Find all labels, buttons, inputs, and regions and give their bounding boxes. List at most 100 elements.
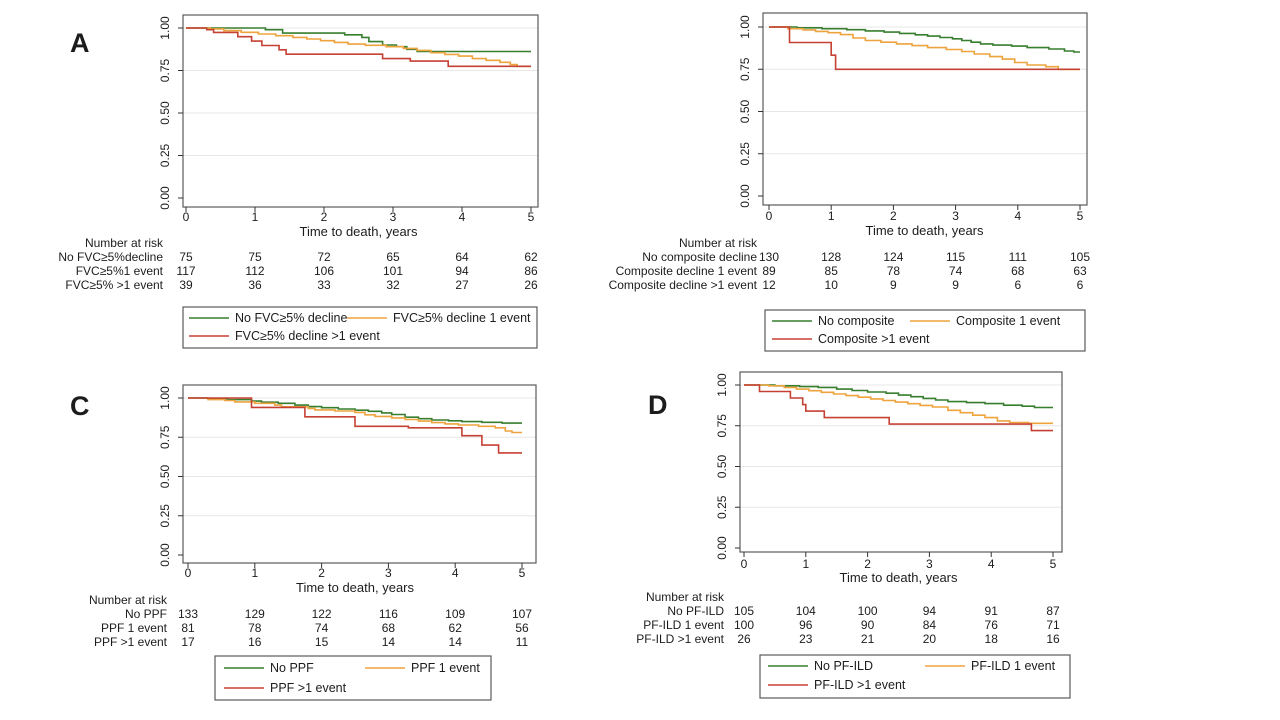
panel-c-letter: C (70, 391, 90, 421)
panel-c-risk-value-1-1: 78 (248, 621, 262, 635)
panel-b-risk-value-0-2: 124 (883, 250, 903, 264)
panel-d-ytick-label: 1.00 (715, 373, 729, 397)
panel-c-legend-label-2: PPF >1 event (270, 681, 347, 695)
panel-b-risk-value-0-4: 111 (1009, 250, 1028, 264)
panel-c-risk-value-1-2: 74 (315, 621, 329, 635)
panel-c-legend-label-1: PPF 1 event (411, 661, 480, 675)
panel-d-risk-value-2-5: 16 (1046, 632, 1060, 646)
panel-b-curve-1 (769, 26, 1080, 71)
panel-b-legend-box (764, 309, 1086, 352)
panel-c-risk-header: Number at risk (89, 593, 168, 607)
panel-c-xtick-label: 3 (385, 566, 392, 580)
panel-b-curve-0 (769, 26, 1080, 53)
panel-c-curve-0 (188, 397, 522, 424)
panel-b-xtick-label: 0 (766, 209, 773, 223)
panel-c-risk-row-label-0: No PPF (125, 607, 167, 621)
panel-a-legend-label-1: FVC≥5% decline 1 event (393, 311, 531, 325)
panel-a-xtick-label: 3 (390, 210, 397, 224)
panel-c-risk-value-1-3: 68 (382, 621, 396, 635)
panel-a-xtick-label: 1 (252, 210, 259, 224)
panel-b-risk-value-0-3: 115 (946, 250, 965, 264)
panel-d-xtick-label: 4 (988, 557, 995, 571)
panel-d-ytick-label: 0.25 (715, 495, 729, 519)
panel-d-plot-box (739, 371, 1063, 553)
panel-b-risk-value-2-3: 9 (952, 278, 959, 292)
panel-c-xtick-label: 1 (251, 566, 258, 580)
panel-a-xtick-label: 4 (459, 210, 466, 224)
panel-a: 0.00 0.25 0.50 0.75 1.00 0 1 2 3 4 5 Time to death,… (58, 14, 539, 349)
panel-d-risk-row-label-0: No PF-ILD (667, 604, 724, 618)
panel-c-risk-value-2-2: 15 (315, 635, 329, 649)
panel-c-risk-value-0-2: 122 (312, 607, 332, 621)
panel-a-risk-value-1-3: 101 (383, 264, 403, 278)
panel-a-curve-0 (186, 27, 531, 53)
panel-d-xtick-label: 2 (864, 557, 871, 571)
panel-a-risk-value-1-0: 117 (176, 264, 195, 278)
panel-b-xaxis-title: Time to death, years (865, 223, 984, 238)
panel-d-risk-value-0-3: 94 (923, 604, 937, 618)
panel-a-ytick-label: 0.25 (158, 143, 172, 167)
panel-d-xtick-label: 1 (802, 557, 809, 571)
panel-c: 0.00 0.25 0.50 0.75 1.00 0 1 2 3 4 5 Time to death,… (70, 384, 537, 701)
panel-b-risk-value-1-0: 89 (762, 264, 776, 278)
panel-d-risk-value-0-0: 105 (734, 604, 754, 618)
panel-a-risk-value-2-3: 32 (386, 278, 400, 292)
panel-a-risk-value-1-1: 112 (245, 264, 264, 278)
panel-c-risk-value-2-5: 11 (516, 635, 529, 649)
panel-c-curve-2 (188, 397, 522, 454)
panel-b-risk-row-label-2: Composite decline >1 event (609, 278, 758, 292)
panel-d-risk-value-0-1: 104 (796, 604, 816, 618)
panel-b-risk-value-0-1: 128 (821, 250, 841, 264)
panel-d-curve-1 (744, 384, 1053, 425)
panel-a-xaxis-title: Time to death, years (299, 224, 418, 239)
panel-a-xtick-label: 2 (321, 210, 328, 224)
panel-a-risk-value-2-2: 33 (317, 278, 331, 292)
panel-a-letter: A (70, 28, 90, 58)
panel-a-risk-value-0-3: 65 (386, 250, 400, 264)
panel-c-legend-label-0: No PPF (270, 661, 314, 675)
panel-a-ytick-label: 1.00 (158, 16, 172, 40)
panel-c-risk-value-0-4: 109 (445, 607, 465, 621)
panel-a-risk-value-0-2: 72 (317, 250, 331, 264)
panel-c-ytick-label: 1.00 (158, 386, 172, 410)
panel-c-xtick-label: 2 (318, 566, 325, 580)
panel-b-xtick-label: 5 (1077, 209, 1084, 223)
panel-a-risk-value-1-2: 106 (314, 264, 334, 278)
panel-a-legend-box (182, 306, 538, 349)
panel-c-risk-value-1-5: 56 (515, 621, 529, 635)
panel-a-risk-value-2-4: 27 (455, 278, 469, 292)
panel-b-risk-value-2-0: 12 (762, 278, 776, 292)
panel-c-risk-value-0-3: 116 (379, 607, 398, 621)
panel-d-legend-label-1: PF-ILD 1 event (971, 659, 1056, 673)
panel-d-curve-0 (744, 384, 1053, 409)
panel-b-ytick-label: 1.00 (738, 15, 752, 39)
panel-a-risk-value-2-0: 39 (179, 278, 193, 292)
panel-d-legend-label-0: No PF-ILD (814, 659, 873, 673)
panel-a-legend-label-2: FVC≥5% decline >1 event (235, 329, 380, 343)
panel-a-risk-value-0-5: 62 (524, 250, 538, 264)
panel-d-xtick-label: 0 (741, 557, 748, 571)
panel-d-risk-value-1-0: 100 (734, 618, 754, 632)
panel-b-risk-row-label-0: No composite decline (642, 250, 757, 264)
panel-c-risk-row-label-1: PPF 1 event (101, 621, 168, 635)
panel-b-legend-label-0: No composite (818, 314, 894, 328)
panel-d-risk-header: Number at risk (646, 590, 725, 604)
panel-a-risk-value-2-1: 36 (248, 278, 262, 292)
panel-b-risk-value-1-2: 78 (887, 264, 901, 278)
panel-d-xtick-label: 3 (926, 557, 933, 571)
panel-a-risk-value-2-5: 26 (524, 278, 538, 292)
panel-c-xaxis-title: Time to death, years (296, 580, 415, 595)
panel-d-ytick-label: 0.75 (715, 414, 729, 438)
panel-c-ytick-label: 0.75 (158, 425, 172, 449)
panel-d-risk-value-1-5: 71 (1046, 618, 1060, 632)
panel-c-xtick-label: 0 (185, 566, 192, 580)
panel-c-risk-row-label-2: PPF >1 event (94, 635, 168, 649)
panel-b-risk-value-1-4: 68 (1011, 264, 1025, 278)
panel-d-risk-value-1-4: 76 (985, 618, 999, 632)
panel-b-ytick-label: 0.00 (738, 184, 752, 208)
panel-b-xtick-label: 1 (828, 209, 835, 223)
panel-b-legend-label-2: Composite >1 event (818, 332, 930, 346)
